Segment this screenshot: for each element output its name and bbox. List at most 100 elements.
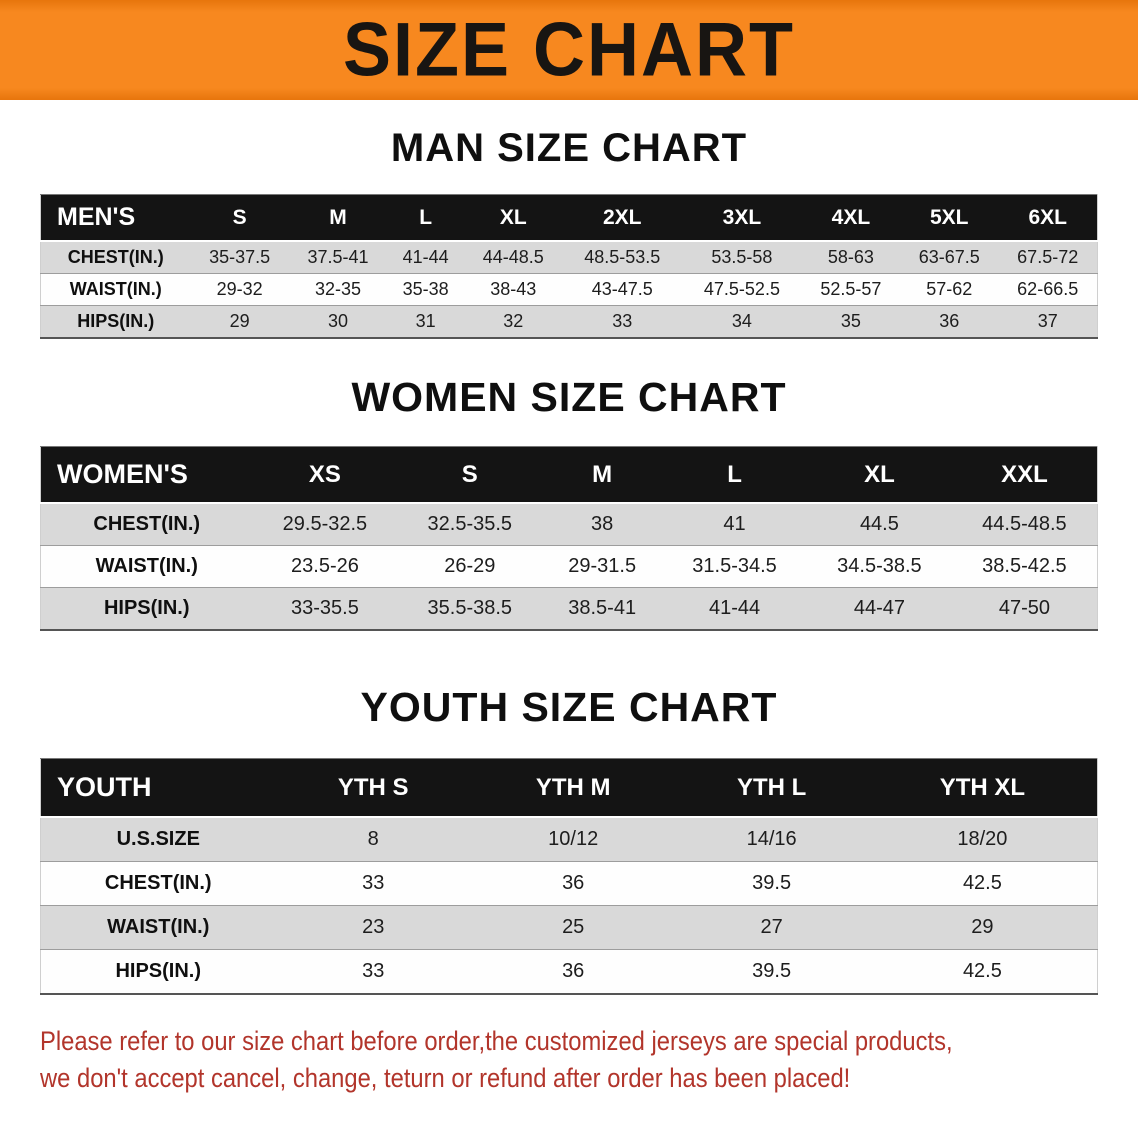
size-value-cell: 44.5-48.5 xyxy=(951,502,1098,546)
size-value-cell: 67.5-72 xyxy=(998,240,1098,274)
table-corner-label: YOUTH xyxy=(40,758,276,819)
row-label: CHEST(IN.) xyxy=(40,240,191,274)
size-value-cell: 35 xyxy=(801,305,901,338)
women-section: WOMEN SIZE CHART WOMEN'S XS S M L XL XXL CHEST(… xyxy=(0,374,1138,632)
size-value-cell: 47.5-52.5 xyxy=(682,273,802,306)
size-value-cell: 29 xyxy=(867,905,1098,950)
size-value-cell: 30 xyxy=(288,305,388,338)
size-value-cell: 33 xyxy=(562,305,683,338)
size-value-cell: 52.5-57 xyxy=(801,273,901,306)
measurement-row: WAIST(IN.) 23 25 27 29 xyxy=(40,905,1098,950)
size-value-cell: 14/16 xyxy=(675,816,868,862)
size-value-cell: 35-38 xyxy=(387,273,465,306)
row-label: WAIST(IN.) xyxy=(40,905,276,950)
size-value-cell: 42.5 xyxy=(867,949,1098,995)
size-value-cell: 43-47.5 xyxy=(562,273,683,306)
size-value-cell: 34.5-38.5 xyxy=(806,545,952,588)
size-value-cell: 63-67.5 xyxy=(900,240,999,274)
size-value-cell: 31.5-34.5 xyxy=(662,545,807,588)
size-column-header: 2XL xyxy=(562,194,683,242)
size-value-cell: 36 xyxy=(900,305,999,338)
size-column-header: M xyxy=(288,194,388,242)
row-label: HIPS(IN.) xyxy=(40,949,276,995)
youth-section: YOUTH SIZE CHART YOUTH YTH S YTH M YTH L YTH… xyxy=(0,684,1138,996)
size-column-header: L xyxy=(387,194,465,242)
size-value-cell: 39.5 xyxy=(675,949,868,995)
measurement-row: HIPS(IN.) 29 30 31 32 33 34 35 36 37 xyxy=(40,305,1098,338)
measurement-row: WAIST(IN.) 29-32 32-35 35-38 38-43 43-47.5 47.… xyxy=(40,273,1098,306)
size-value-cell: 38 xyxy=(542,502,663,546)
size-value-cell: 31 xyxy=(387,305,465,338)
size-column-header: 5XL xyxy=(900,194,999,242)
row-label: CHEST(IN.) xyxy=(40,502,253,546)
footer-line-1: Please refer to our size chart before or… xyxy=(40,1026,953,1057)
row-label: U.S.SIZE xyxy=(40,816,276,862)
size-value-cell: 38-43 xyxy=(464,273,563,306)
size-value-cell: 8 xyxy=(275,816,471,862)
size-value-cell: 41-44 xyxy=(387,240,465,274)
measurement-row: CHEST(IN.) 35-37.5 37.5-41 41-44 44-48.5 48.5… xyxy=(40,240,1098,274)
size-column-header: YTH L xyxy=(675,758,868,819)
size-value-cell: 33 xyxy=(275,861,471,906)
size-value-cell: 29 xyxy=(190,305,289,338)
size-value-cell: 42.5 xyxy=(867,861,1098,906)
size-value-cell: 23 xyxy=(275,905,471,950)
table-corner-label: MEN'S xyxy=(40,194,191,242)
table-header-row: WOMEN'S XS S M L XL XXL xyxy=(40,446,1098,505)
size-value-cell: 53.5-58 xyxy=(682,240,802,274)
size-value-cell: 33-35.5 xyxy=(252,587,398,631)
size-column-header: 4XL xyxy=(801,194,901,242)
men-size-table: MEN'S S M L XL 2XL 3XL 4XL 5XL 6XL CHEST(IN.) 35-37… xyxy=(40,194,1098,339)
size-value-cell: 18/20 xyxy=(867,816,1098,862)
size-value-cell: 36 xyxy=(470,861,676,906)
measurement-row: CHEST(IN.) 33 36 39.5 42.5 xyxy=(40,861,1098,906)
size-column-header: YTH XL xyxy=(867,758,1098,819)
footer-line-2: we don't accept cancel, change, teturn o… xyxy=(40,1062,851,1093)
size-value-cell: 44-47 xyxy=(806,587,952,631)
size-column-header: 6XL xyxy=(998,194,1098,242)
measurement-row: HIPS(IN.) 33-35.5 35.5-38.5 38.5-41 41-44 44-… xyxy=(40,587,1098,631)
size-value-cell: 34 xyxy=(682,305,802,338)
women-size-table: WOMEN'S XS S M L XL XXL CHEST(IN.) 29.5-32.5 32.5… xyxy=(40,446,1098,632)
size-column-header: S xyxy=(190,194,289,242)
size-value-cell: 48.5-53.5 xyxy=(562,240,683,274)
size-value-cell: 25 xyxy=(470,905,676,950)
size-value-cell: 58-63 xyxy=(801,240,901,274)
size-value-cell: 23.5-26 xyxy=(252,545,398,588)
youth-size-table: YOUTH YTH S YTH M YTH L YTH XL U.S.SIZE 8 10/12… xyxy=(40,758,1098,996)
youth-section-heading: YOUTH SIZE CHART xyxy=(360,684,778,731)
size-value-cell: 38.5-42.5 xyxy=(951,545,1098,588)
size-value-cell: 41-44 xyxy=(662,587,807,631)
size-value-cell: 27 xyxy=(675,905,868,950)
page-title: SIZE CHART xyxy=(343,7,795,93)
size-value-cell: 37.5-41 xyxy=(288,240,388,274)
men-section-heading: MAN SIZE CHART xyxy=(390,126,748,170)
size-value-cell: 29-32 xyxy=(190,273,289,306)
size-value-cell: 10/12 xyxy=(470,816,676,862)
footer-note: Please refer to our size chart before or… xyxy=(40,1023,1138,1096)
size-value-cell: 62-66.5 xyxy=(998,273,1098,306)
size-column-header: XXL xyxy=(951,446,1098,505)
size-value-cell: 33 xyxy=(275,949,471,995)
size-chart-page: SIZE CHART MAN SIZE CHART MEN'S S M L XL 2XL 3… xyxy=(0,0,1138,1096)
measurement-row: WAIST(IN.) 23.5-26 26-29 29-31.5 31.5-34.5 34… xyxy=(40,545,1098,588)
measurement-row: HIPS(IN.) 33 36 39.5 42.5 xyxy=(40,949,1098,995)
size-column-header: XL xyxy=(464,194,563,242)
size-value-cell: 44.5 xyxy=(806,502,952,546)
row-label: HIPS(IN.) xyxy=(40,587,253,631)
size-value-cell: 29.5-32.5 xyxy=(252,502,398,546)
men-section: MAN SIZE CHART MEN'S S M L XL 2XL 3XL 4XL 5XL 6XL… xyxy=(0,126,1138,339)
size-value-cell: 37 xyxy=(998,305,1098,338)
size-value-cell: 38.5-41 xyxy=(542,587,663,631)
size-value-cell: 39.5 xyxy=(675,861,868,906)
measurement-row: U.S.SIZE 8 10/12 14/16 18/20 xyxy=(40,816,1098,862)
women-section-heading: WOMEN SIZE CHART xyxy=(351,374,787,420)
row-label: HIPS(IN.) xyxy=(40,305,191,338)
size-value-cell: 44-48.5 xyxy=(464,240,563,274)
size-column-header: M xyxy=(542,446,663,505)
size-value-cell: 57-62 xyxy=(900,273,999,306)
size-column-header: 3XL xyxy=(682,194,802,242)
size-column-header: XS xyxy=(252,446,398,505)
size-column-header: L xyxy=(662,446,807,505)
size-value-cell: 32 xyxy=(464,305,563,338)
